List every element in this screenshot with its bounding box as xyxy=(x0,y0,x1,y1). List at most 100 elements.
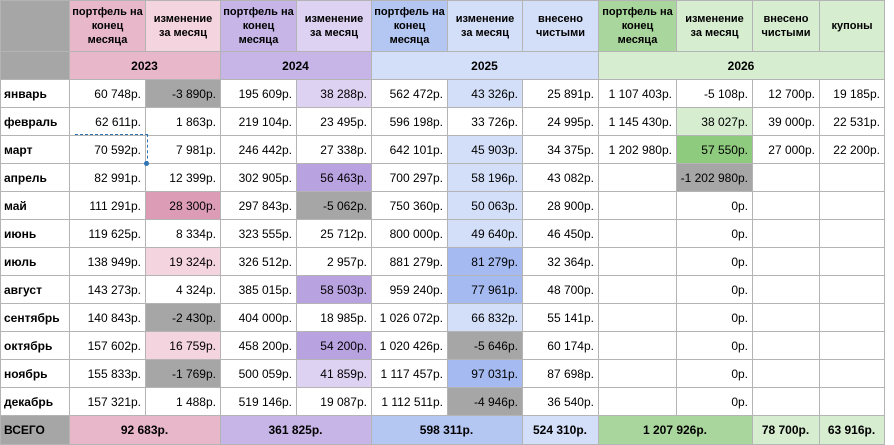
cell-change[interactable]: 0р. xyxy=(676,275,753,304)
cell-coupons[interactable] xyxy=(819,163,885,192)
header-change-2024[interactable]: изменение за месяц xyxy=(296,0,372,52)
total-2026-coupons[interactable]: 63 916р. xyxy=(819,415,885,445)
cell-net[interactable]: 55 141р. xyxy=(522,303,599,332)
total-2025-change[interactable]: 598 311р. xyxy=(371,415,523,445)
cell-portfolio[interactable]: 1 145 430р. xyxy=(598,107,677,136)
cell-net[interactable]: 60 174р. xyxy=(522,331,599,360)
cell-net[interactable]: 48 700р. xyxy=(522,275,599,304)
cell-net[interactable]: 28 900р. xyxy=(522,191,599,220)
cell-change[interactable]: 4 324р. xyxy=(145,275,221,304)
cell-change[interactable]: 49 640р. xyxy=(447,219,523,248)
year-2026[interactable]: 2026 xyxy=(598,51,885,80)
cell-portfolio[interactable]: 404 000р. xyxy=(220,303,297,332)
cell-change[interactable]: 18 985р. xyxy=(296,303,372,332)
cell-coupons[interactable] xyxy=(819,247,885,276)
cell-change[interactable]: 16 759р. xyxy=(145,331,221,360)
cell-change[interactable]: 43 326р. xyxy=(447,79,523,108)
total-2026-net[interactable]: 78 700р. xyxy=(752,415,820,445)
cell-change[interactable]: -3 890р. xyxy=(145,79,221,108)
cell-change[interactable]: -5 062р. xyxy=(296,191,372,220)
cell-portfolio[interactable]: 1 112 511р. xyxy=(371,387,448,416)
cell-coupons[interactable] xyxy=(819,191,885,220)
cell-change[interactable]: 41 859р. xyxy=(296,359,372,388)
cell-change[interactable]: 7 981р. xyxy=(145,135,221,164)
cell-change[interactable]: 57 550р. xyxy=(676,135,753,164)
cell-coupons[interactable] xyxy=(819,275,885,304)
cell-portfolio[interactable] xyxy=(598,387,677,416)
cell-coupons[interactable]: 19 185р. xyxy=(819,79,885,108)
cell-net[interactable] xyxy=(752,163,820,192)
header-change-2025[interactable]: изменение за месяц xyxy=(447,0,523,52)
cell-change[interactable]: 77 961р. xyxy=(447,275,523,304)
cell-portfolio[interactable]: 323 555р. xyxy=(220,219,297,248)
header-change-2026[interactable]: изменение за месяц xyxy=(676,0,753,52)
cell-portfolio[interactable]: 596 198р. xyxy=(371,107,448,136)
cell-portfolio[interactable]: 195 609р. xyxy=(220,79,297,108)
cell-change[interactable]: 0р. xyxy=(676,303,753,332)
month-label[interactable]: февраль xyxy=(0,107,70,136)
cell-net[interactable]: 27 000р. xyxy=(752,135,820,164)
cell-portfolio[interactable] xyxy=(598,303,677,332)
year-2025[interactable]: 2025 xyxy=(371,51,599,80)
month-label[interactable]: октябрь xyxy=(0,331,70,360)
cell-change[interactable]: 45 903р. xyxy=(447,135,523,164)
cell-change[interactable]: 56 463р. xyxy=(296,163,372,192)
header-portfolio-2023[interactable]: портфель на конец месяца xyxy=(69,0,146,52)
cell-portfolio[interactable]: 385 015р. xyxy=(220,275,297,304)
cell-portfolio[interactable]: 138 949р. xyxy=(69,247,146,276)
cell-change[interactable]: 12 399р. xyxy=(145,163,221,192)
cell-net[interactable] xyxy=(752,247,820,276)
cell-change[interactable]: 23 495р. xyxy=(296,107,372,136)
header-net-2025[interactable]: внесено чистыми xyxy=(522,0,599,52)
year-corner-cell[interactable] xyxy=(0,51,70,80)
cell-portfolio[interactable] xyxy=(598,219,677,248)
header-change-2023[interactable]: изменение за месяц xyxy=(145,0,221,52)
cell-change[interactable]: -1 202 980р. xyxy=(676,163,753,192)
total-2026-change[interactable]: 1 207 926р. xyxy=(598,415,753,445)
cell-portfolio[interactable]: 458 200р. xyxy=(220,331,297,360)
cell-portfolio[interactable]: 219 104р. xyxy=(220,107,297,136)
cell-net[interactable]: 43 082р. xyxy=(522,163,599,192)
cell-net[interactable] xyxy=(752,303,820,332)
cell-net[interactable]: 24 995р. xyxy=(522,107,599,136)
cell-change[interactable]: -5 108р. xyxy=(676,79,753,108)
header-coupons-2026[interactable]: купоны xyxy=(819,0,885,52)
month-label[interactable]: март xyxy=(0,135,70,164)
cell-coupons[interactable]: 22 200р. xyxy=(819,135,885,164)
cell-net[interactable]: 36 540р. xyxy=(522,387,599,416)
cell-portfolio[interactable]: 297 843р. xyxy=(220,191,297,220)
cell-net[interactable]: 25 891р. xyxy=(522,79,599,108)
cell-change[interactable]: 0р. xyxy=(676,247,753,276)
cell-change[interactable]: 2 957р. xyxy=(296,247,372,276)
cell-coupons[interactable] xyxy=(819,387,885,416)
cell-portfolio[interactable] xyxy=(598,275,677,304)
cell-change[interactable]: 38 288р. xyxy=(296,79,372,108)
cell-net[interactable]: 46 450р. xyxy=(522,219,599,248)
total-2023[interactable]: 92 683р. xyxy=(69,415,221,445)
cell-change[interactable]: 54 200р. xyxy=(296,331,372,360)
cell-change[interactable]: 66 832р. xyxy=(447,303,523,332)
cell-portfolio[interactable]: 246 442р. xyxy=(220,135,297,164)
header-net-2026[interactable]: внесено чистыми xyxy=(752,0,820,52)
corner-cell[interactable] xyxy=(0,0,70,52)
cell-coupons[interactable] xyxy=(819,331,885,360)
cell-portfolio[interactable] xyxy=(598,191,677,220)
cell-coupons[interactable] xyxy=(819,303,885,332)
cell-portfolio[interactable]: 700 297р. xyxy=(371,163,448,192)
cell-portfolio[interactable]: 155 833р. xyxy=(69,359,146,388)
cell-change[interactable]: -4 946р. xyxy=(447,387,523,416)
cell-net[interactable] xyxy=(752,359,820,388)
cell-change[interactable]: 1 863р. xyxy=(145,107,221,136)
cell-change[interactable]: 0р. xyxy=(676,359,753,388)
cell-portfolio[interactable] xyxy=(598,163,677,192)
cell-portfolio[interactable]: 70 592р. xyxy=(69,135,146,164)
cell-coupons[interactable] xyxy=(819,359,885,388)
month-label[interactable]: сентябрь xyxy=(0,303,70,332)
cell-portfolio[interactable]: 143 273р. xyxy=(69,275,146,304)
cell-coupons[interactable]: 22 531р. xyxy=(819,107,885,136)
cell-portfolio[interactable]: 157 321р. xyxy=(69,387,146,416)
cell-change[interactable]: 8 334р. xyxy=(145,219,221,248)
cell-portfolio[interactable]: 750 360р. xyxy=(371,191,448,220)
cell-portfolio[interactable]: 119 625р. xyxy=(69,219,146,248)
header-portfolio-2025[interactable]: портфель на конец месяца xyxy=(371,0,448,52)
